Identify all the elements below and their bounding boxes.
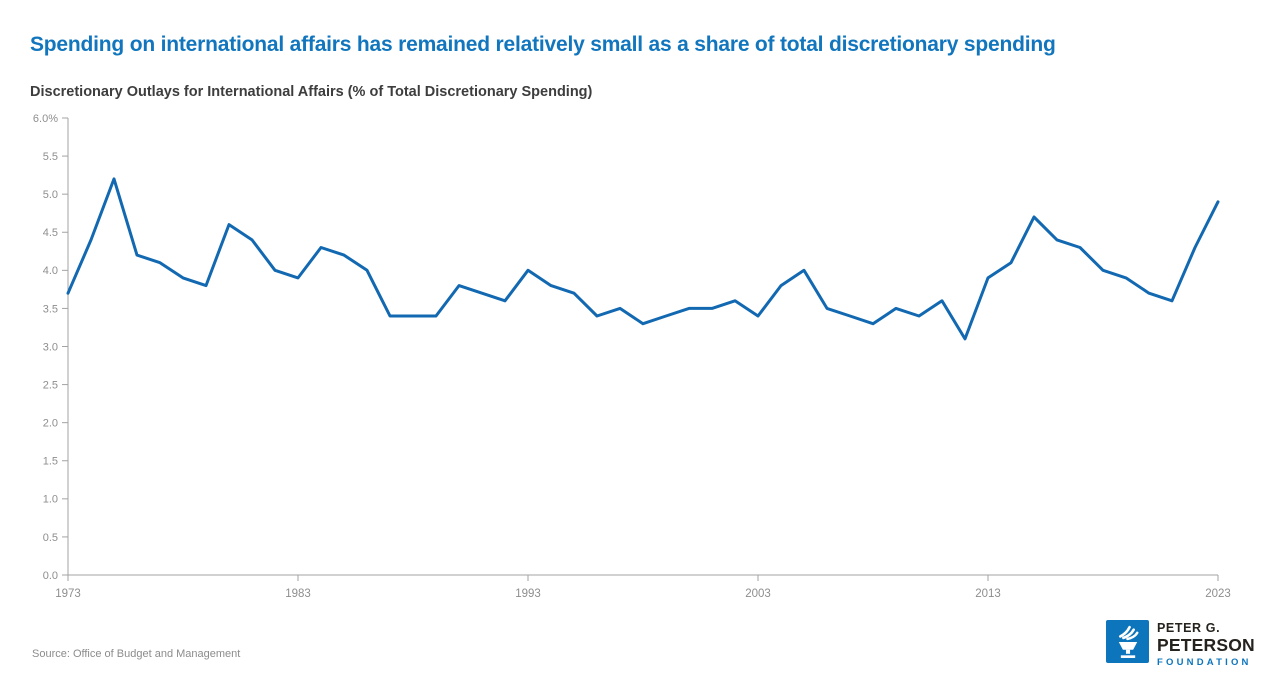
logo-text: PETER G. PETERSON FOUNDATION (1157, 620, 1255, 668)
x-axis-label: 2013 (975, 588, 1001, 600)
y-axis-label: 1.0 (43, 494, 58, 506)
y-axis-label: 3.5 (43, 303, 58, 315)
data-line-series (66, 177, 1220, 341)
chart-title: Spending on international affairs has re… (30, 33, 1056, 56)
logo-line-peterson: PETERSON (1157, 634, 1255, 655)
torch-icon (1106, 620, 1149, 663)
y-axis-label: 2.5 (43, 379, 58, 391)
x-axis-label: 2023 (1205, 588, 1231, 600)
y-axis-label: 6.0% (33, 113, 58, 125)
chart-subtitle: Discretionary Outlays for International … (30, 84, 593, 100)
foundation-logo: PETER G. PETERSON FOUNDATION (1106, 620, 1255, 668)
y-axis-label: 4.0 (43, 265, 58, 277)
y-axis-label: 0.5 (43, 532, 58, 544)
y-axis-label: 0.0 (43, 570, 58, 582)
x-axis-label: 1983 (285, 588, 311, 600)
logo-line-foundation: FOUNDATION (1157, 657, 1252, 668)
y-axis-label: 4.5 (43, 227, 58, 239)
source-text: Source: Office of Budget and Management (32, 648, 241, 660)
x-axis-label: 1993 (515, 588, 541, 600)
x-axis-label: 1973 (55, 588, 81, 600)
y-axis-label: 5.0 (43, 189, 58, 201)
x-axis-label: 2003 (745, 588, 771, 600)
logo-line-peter-g: PETER G. (1157, 621, 1221, 635)
y-axis-label: 3.0 (43, 341, 58, 353)
axis-lines (67, 118, 1218, 576)
y-axis-label: 1.5 (43, 456, 58, 468)
y-axis-label: 2.0 (43, 418, 58, 430)
y-axis-label: 5.5 (43, 151, 58, 163)
